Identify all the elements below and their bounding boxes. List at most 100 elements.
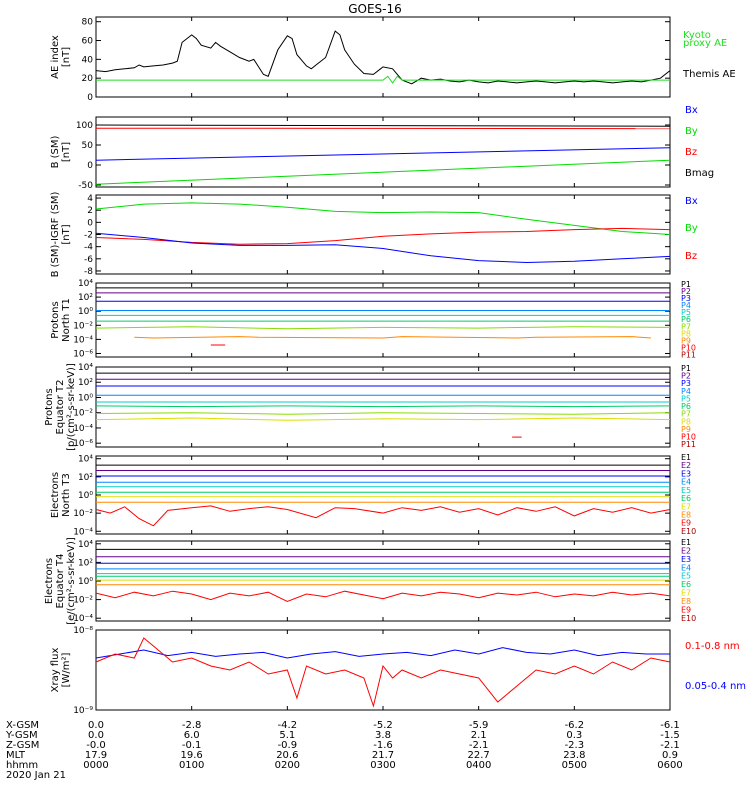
channel-p7: P7 — [681, 322, 691, 331]
channel-p10: P10 — [681, 343, 696, 352]
channel-p3: P3 — [681, 379, 691, 388]
y-tick-label: 10⁴ — [78, 540, 93, 550]
channel-e1: E1 — [681, 453, 691, 462]
y-axis-label: AE index[nT] — [50, 35, 72, 79]
channel-e3: E3 — [681, 555, 691, 564]
y-tick-label: 10⁰ — [78, 393, 93, 403]
series-bmag — [95, 124, 671, 127]
y-tick-label: 10⁻⁴ — [73, 527, 93, 537]
x-row-value: 0100 — [179, 760, 204, 771]
channel-p5: P5 — [681, 308, 691, 317]
y-tick-label: 10⁰ — [78, 307, 93, 317]
y-tick-label: 4 — [87, 194, 93, 204]
legend-bx: Bx — [685, 105, 698, 116]
panel-frame — [95, 540, 671, 622]
panel-frame — [95, 116, 671, 188]
y-tick-label: 10⁻² — [73, 596, 93, 606]
x-row-value: 0.3 — [566, 730, 582, 741]
y-tick-label: 10⁻⁴ — [73, 614, 93, 624]
y-tick-label: 10⁻² — [73, 509, 93, 519]
x-row-value: -0.1 — [182, 740, 202, 751]
y-tick-label: 10⁻⁴ — [73, 335, 93, 345]
channel-p4: P4 — [681, 301, 691, 310]
series-e9 — [95, 590, 671, 603]
channel-e7: E7 — [681, 502, 691, 511]
y-axis-label: ElectronsEquator T4[e/(cm²-s-sr-keV)] — [44, 537, 77, 625]
channel-e7: E7 — [681, 589, 691, 598]
y-tick-label: 50 — [82, 141, 94, 151]
x-row-value: 20.6 — [276, 750, 298, 761]
channel-p6: P6 — [681, 315, 691, 324]
channel-p8: P8 — [681, 329, 691, 338]
channel-p6: P6 — [681, 402, 691, 411]
x-row-value: 0300 — [370, 760, 395, 771]
x-row-value: 23.8 — [563, 750, 585, 761]
series-by — [95, 159, 671, 185]
channel-p4: P4 — [681, 387, 691, 396]
x-row-value: -0.9 — [278, 740, 298, 751]
y-axis-label: ElectronsNorth T3 — [50, 472, 72, 518]
y-axis-label: ProtonsEquator T2[p/(cm²-s-sr-keV)] — [44, 363, 77, 451]
panel-frame — [95, 282, 671, 358]
y-tick-label: 10⁻⁸ — [73, 626, 93, 636]
x-row-value: -5.9 — [469, 720, 489, 731]
x-row-value: -2.3 — [565, 740, 585, 751]
x-row-value: 0000 — [83, 760, 108, 771]
series-kyoto-proxy-ae — [96, 75, 670, 84]
y-axis-label: B (SM)[nT] — [50, 135, 72, 168]
x-row-value: -2.1 — [660, 740, 680, 751]
y-tick-label: 40 — [82, 55, 94, 65]
y-tick-label: 10⁴ — [78, 363, 93, 373]
legend-bz: Bz — [685, 147, 697, 158]
x-row-value: -4.2 — [278, 720, 298, 731]
plot-title: GOES-16 — [348, 2, 402, 16]
y-tick-label: 10⁻⁴ — [73, 424, 93, 434]
series-0-1-0-8-nm — [95, 637, 671, 708]
x-row-value: 2.1 — [471, 730, 487, 741]
channel-e2: E2 — [681, 546, 691, 555]
y-tick-label: 0 — [87, 93, 93, 103]
panel-frame — [95, 16, 671, 98]
x-row-value: 6.0 — [184, 730, 200, 741]
panel-bigrf: -8 -6 -4 -2 0 2 4 B (SM)-IGRF (SM)[nT] Bx By Bz — [50, 192, 698, 278]
y-tick-label: 0 — [87, 218, 93, 228]
channel-e5: E5 — [681, 486, 691, 495]
series-bx — [95, 147, 671, 161]
y-tick-label: 10² — [78, 473, 93, 483]
y-tick-label: 10⁻⁹ — [73, 706, 93, 716]
series-p6 — [95, 405, 671, 408]
x-row-value: -5.2 — [373, 720, 393, 731]
channel-e5: E5 — [681, 572, 691, 581]
x-row-value: -1.5 — [660, 730, 680, 741]
legend-proxy-ae: proxy AE — [683, 38, 727, 49]
channel-p7: P7 — [681, 410, 691, 419]
y-tick-label: 10² — [78, 293, 93, 303]
channel-e4: E4 — [681, 563, 691, 572]
channel-e10: E10 — [681, 614, 696, 623]
y-tick-label: 60 — [82, 37, 94, 47]
channel-p2: P2 — [681, 287, 691, 296]
x-axis-annotation: X-GSM 0.0 -2.8 -4.2 -5.2 -5.9 -6.2 -6.1 Y-GSM 0.0… — [5, 720, 683, 781]
legend-bz: Bz — [685, 251, 697, 262]
y-axis-label: B (SM)-IGRF (SM)[nT] — [50, 192, 72, 278]
series-p8 — [95, 417, 671, 421]
x-row-label: X-GSM — [6, 720, 39, 731]
channel-e1: E1 — [681, 538, 691, 547]
y-tick-label: 10⁻² — [73, 409, 93, 419]
y-tick-label: 10⁴ — [78, 279, 93, 289]
legend-by: By — [685, 126, 698, 137]
y-tick-label: 10⁰ — [78, 491, 93, 501]
y-tick-label: -2 — [84, 231, 93, 241]
legend-themis-ae: Themis AE — [682, 69, 736, 80]
panel-bsm: -50 0 50 100 B (SM)[nT] Bx By Bz Bmag — [50, 105, 714, 191]
channel-p1: P1 — [681, 364, 691, 373]
y-tick-label: -8 — [84, 267, 93, 277]
channel-e9: E9 — [681, 605, 691, 614]
x-row-value: -6.2 — [565, 720, 585, 731]
channel-p5: P5 — [681, 394, 691, 403]
x-row-value: -0.0 — [86, 740, 106, 751]
